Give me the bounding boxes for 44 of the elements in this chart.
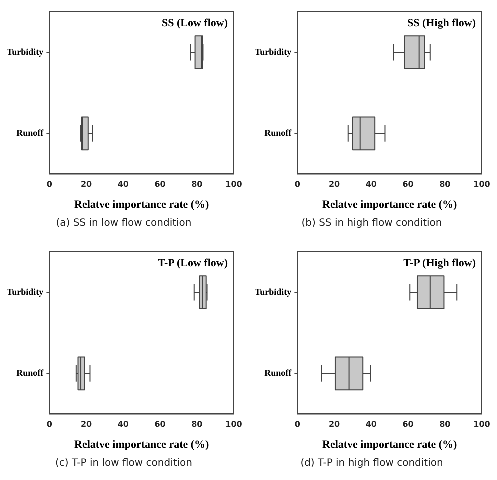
y-tick-label: Runoff — [16, 368, 45, 378]
text: T-P (High flow) — [404, 257, 476, 270]
x-axis-title: Relatve importance rate (%) — [322, 199, 458, 212]
y-tick-label: Turbidity — [255, 46, 292, 57]
x-tick-label: 80 — [192, 420, 204, 430]
y-tick-label: Runoff — [264, 128, 293, 138]
text: (d) T-P in high flow condition — [300, 458, 444, 469]
x-axis-title: Relatve importance rate (%) — [74, 439, 210, 452]
x-tick-label: 0 — [294, 180, 301, 190]
x-tick-label: 100 — [226, 420, 243, 430]
x-tick-label: 80 — [440, 180, 452, 190]
y-tick-label: Turbidity — [7, 286, 44, 297]
x-tick-label: 20 — [328, 180, 341, 190]
x-tick-label: 60 — [402, 180, 414, 190]
text: SS (High flow) — [408, 17, 476, 30]
y-tick-label: Runoff — [264, 368, 293, 378]
x-tick-label: 0 — [46, 420, 53, 430]
x-tick-label: 80 — [440, 420, 452, 430]
x-tick-label: 40 — [366, 180, 378, 190]
x-tick-label: 20 — [80, 180, 93, 190]
x-axis-title: Relatve importance rate (%) — [322, 439, 458, 452]
text: T-P (Low flow) — [158, 257, 228, 270]
x-tick-label: 20 — [328, 420, 341, 430]
text: (b) SS in high flow condition — [300, 218, 444, 229]
text: (a) SS in low flow condition — [55, 218, 193, 229]
x-tick-label: 80 — [192, 180, 204, 190]
x-tick-label: 60 — [154, 420, 166, 430]
x-tick-label: 100 — [474, 420, 491, 430]
text: SS (Low flow) — [162, 17, 228, 30]
y-tick-label: Runoff — [16, 128, 45, 138]
x-tick-label: 60 — [402, 420, 414, 430]
x-tick-label: 0 — [46, 180, 53, 190]
x-tick-label: 40 — [118, 180, 130, 190]
x-tick-label: 40 — [118, 420, 130, 430]
y-tick-label: Turbidity — [255, 286, 292, 297]
y-tick-label: Turbidity — [7, 46, 44, 57]
x-tick-label: 100 — [226, 180, 243, 190]
x-tick-label: 20 — [80, 420, 93, 430]
text: (c) T-P in low flow condition — [54, 458, 194, 469]
x-tick-label: 0 — [294, 420, 301, 430]
x-tick-label: 40 — [366, 420, 378, 430]
x-axis-title: Relatve importance rate (%) — [74, 199, 210, 212]
x-tick-label: 100 — [474, 180, 491, 190]
x-tick-label: 60 — [154, 180, 166, 190]
